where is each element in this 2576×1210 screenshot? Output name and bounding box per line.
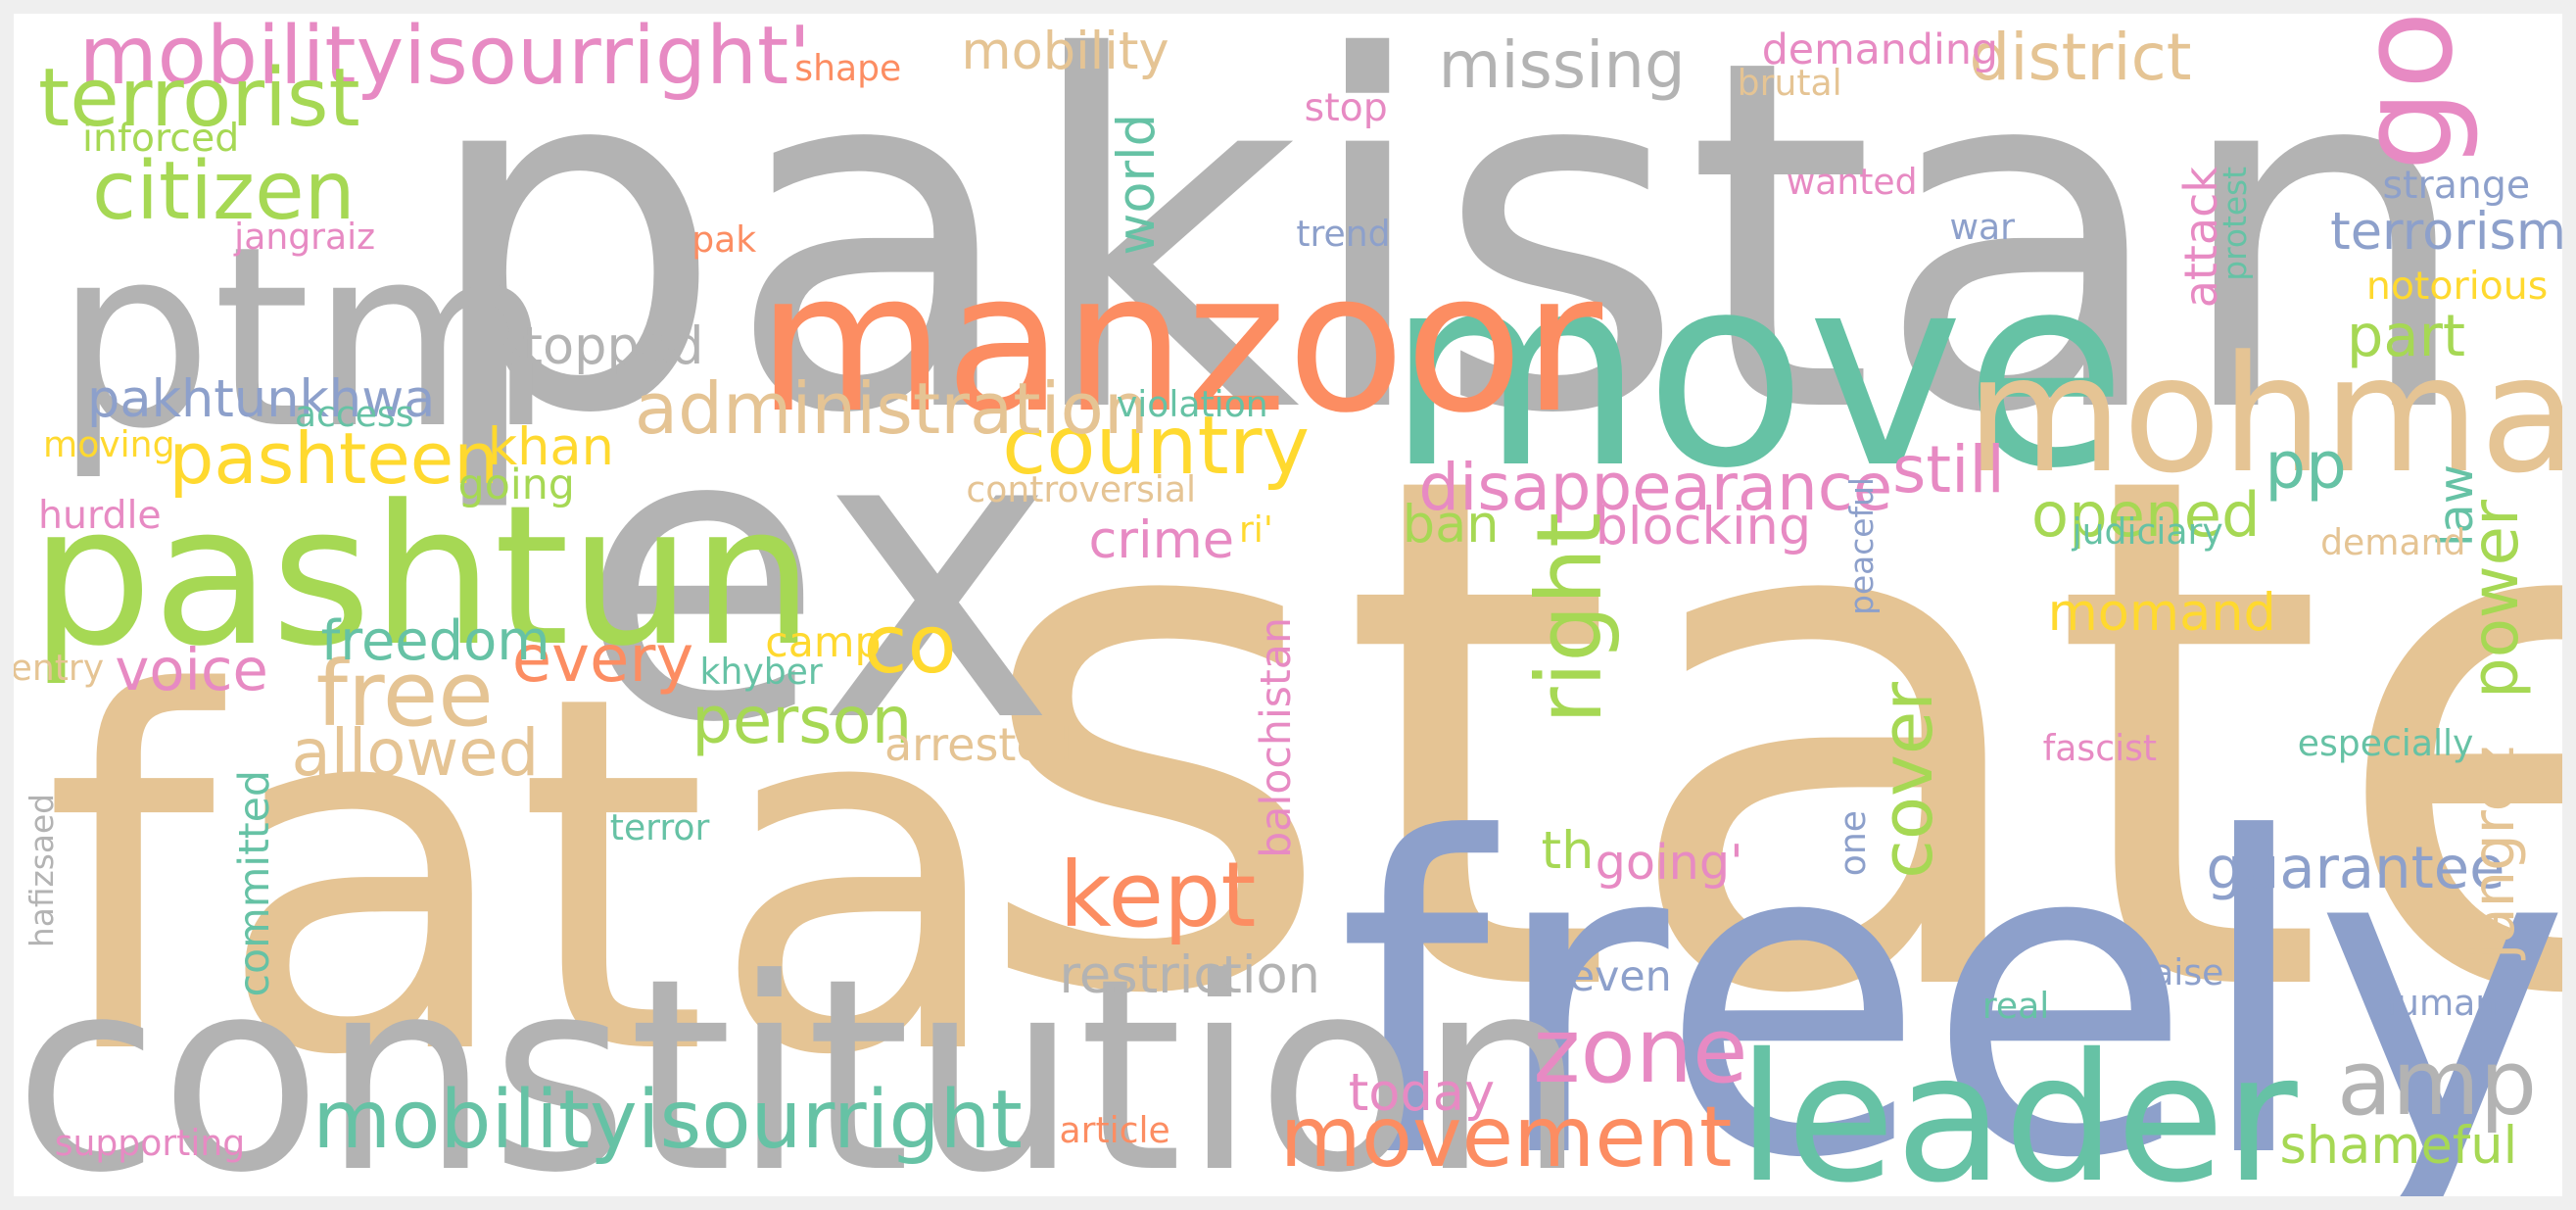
word-committed: committed xyxy=(230,769,280,997)
word-controversial: controversial xyxy=(966,468,1196,511)
word-constitution: constitution xyxy=(14,921,1588,1196)
word-fata: fata xyxy=(43,592,1010,1164)
word-momand: momand xyxy=(2047,583,2276,644)
word-pakistan: pakistan xyxy=(418,14,2477,519)
word-hurdle: hurdle xyxy=(38,492,162,538)
word-manzoor: manzoor xyxy=(756,231,1603,457)
word-balochistan: balochistan xyxy=(1251,616,1301,858)
word-jangraiz: jangraiz xyxy=(234,216,376,259)
word-camp: camp xyxy=(765,617,882,667)
word-co: co xyxy=(863,599,957,693)
word-movement: movement xyxy=(1279,1089,1733,1187)
word-pashteen: pashteen xyxy=(168,417,500,501)
word-stop: stop xyxy=(1304,85,1388,131)
word-pak: pak xyxy=(692,218,757,262)
word-ban: ban xyxy=(1402,494,1500,555)
word-moving: moving xyxy=(43,423,175,466)
word-hafizsaed: hafizsaed xyxy=(24,794,62,948)
word-khyber: khyber xyxy=(699,650,823,693)
word-crime: crime xyxy=(1088,510,1235,571)
word-move: move xyxy=(1386,216,2127,526)
word-arrested: arrested xyxy=(884,717,1073,771)
word-shape: shape xyxy=(794,46,902,89)
word-human: human xyxy=(2374,981,2499,1024)
word-article: article xyxy=(1059,1108,1170,1151)
word-cloud: pakistan state fata ex freely constituti… xyxy=(14,14,2562,1196)
word-kept: kept xyxy=(1059,842,1257,947)
word-protest: protest xyxy=(2216,167,2254,281)
word-pakhtunkhwa: pakhtunkhwa xyxy=(87,368,436,429)
word-terrorist: terrorist xyxy=(38,51,360,145)
word-person: person xyxy=(692,683,913,758)
word-pp: pp xyxy=(2265,429,2347,505)
word-ri-quote: ri' xyxy=(1238,508,1273,552)
word-going: going xyxy=(457,460,575,509)
word-judiciary: judiciary xyxy=(2072,509,2223,553)
word-jangrez: jangrez xyxy=(2458,746,2527,960)
word-missing: missing xyxy=(1438,28,1686,104)
word-citizen: citizen xyxy=(92,145,356,239)
word-part: part xyxy=(2346,301,2466,369)
word-khan: khan xyxy=(487,417,614,478)
word-brutal: brutal xyxy=(1737,61,1842,104)
word-terror: terror xyxy=(609,805,710,848)
word-ptm: ptm xyxy=(54,194,553,485)
word-terrorism: terrorism xyxy=(2330,202,2562,263)
word-guarantee: guarantee xyxy=(2206,834,2505,902)
word-especially: especially xyxy=(2297,722,2474,765)
word-demand: demand xyxy=(2320,521,2466,564)
word-mobilityisourright-quote: mobilityisourright' xyxy=(78,14,811,104)
word-ex: ex xyxy=(577,342,1056,811)
word-stopped: stopped xyxy=(496,315,704,376)
word-notorious: notorious xyxy=(2365,264,2549,310)
word-access: access xyxy=(294,392,414,435)
word-pashtun: pashtun xyxy=(29,464,815,690)
word-today: today xyxy=(1348,1062,1496,1123)
word-free: free xyxy=(315,641,494,747)
word-opened: opened xyxy=(2030,479,2261,552)
word-amp: amp xyxy=(2336,1031,2538,1137)
word-country: country xyxy=(1002,399,1311,493)
word-blocking: blocking xyxy=(1595,496,1812,557)
word-restriction: restriction xyxy=(1059,944,1320,1005)
word-cover: cover xyxy=(1867,681,1950,879)
word-every: every xyxy=(511,622,694,698)
word-still: still xyxy=(1892,432,2005,508)
word-mohmand: mohmand xyxy=(1966,321,2562,509)
word-one: one xyxy=(1831,809,1874,877)
word-war: war xyxy=(1949,206,2016,249)
word-peaceful: peaceful xyxy=(1843,476,1882,615)
word-go: go xyxy=(2330,14,2481,171)
word-mobilityisourright: mobilityisourright xyxy=(312,1073,1023,1167)
word-voice: voice xyxy=(115,636,268,704)
word-raise: raise xyxy=(2137,950,2224,993)
word-fascist: fascist xyxy=(2042,727,2158,770)
word-wanted: wanted xyxy=(1786,161,1918,204)
word-going-quote: going' xyxy=(1595,834,1743,892)
word-strange: strange xyxy=(2382,163,2531,208)
word-even: even xyxy=(1568,952,1672,1002)
word-district: district xyxy=(1969,21,2192,96)
word-supporting: supporting xyxy=(54,1121,246,1164)
word-leader: leader xyxy=(1737,1014,2298,1196)
word-real: real xyxy=(1981,985,2050,1028)
word-world: world xyxy=(1106,113,1167,256)
word-administration: administration xyxy=(634,367,1149,451)
word-shameful: shameful xyxy=(2279,1115,2518,1176)
word-trend: trend xyxy=(1296,212,1391,255)
word-allowed: allowed xyxy=(291,715,540,791)
word-state: state xyxy=(969,324,2562,1149)
word-violation: violation xyxy=(1116,382,1268,425)
word-inforced: inforced xyxy=(82,116,240,162)
word-entry: entry xyxy=(14,647,105,690)
word-disappearance: disappearance xyxy=(1418,450,1893,525)
word-freedom: freedom xyxy=(320,608,550,673)
word-demanding: demanding xyxy=(1761,25,1998,75)
word-th: th xyxy=(1541,821,1595,882)
word-mobility: mobility xyxy=(961,22,1169,82)
word-zone: zone xyxy=(1533,998,1748,1104)
word-freely: freely xyxy=(1337,746,2562,1196)
